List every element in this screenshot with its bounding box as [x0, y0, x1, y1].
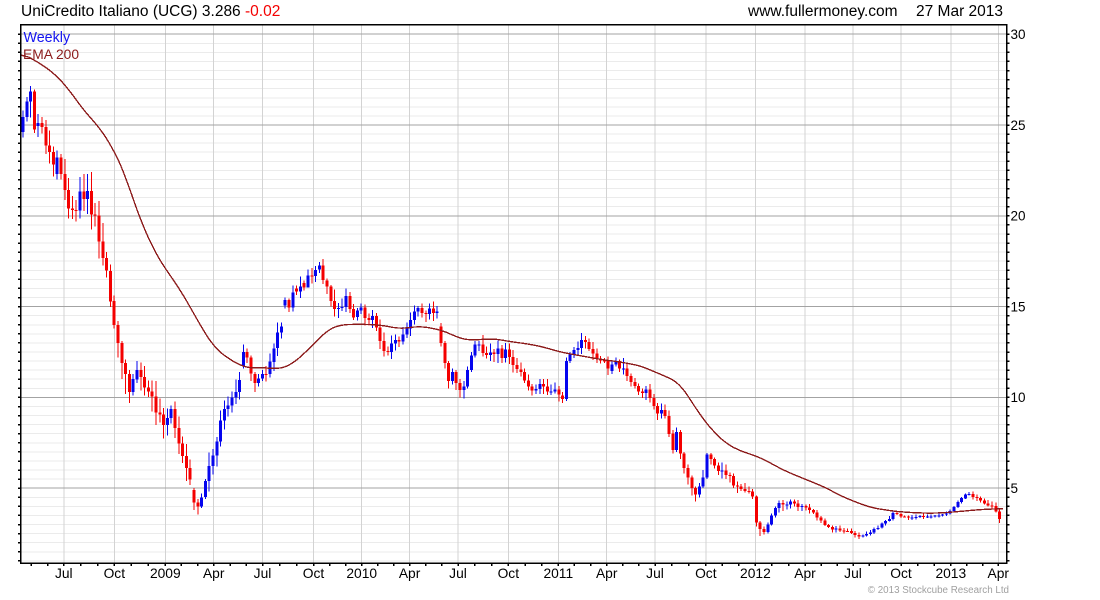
svg-text:5: 5 — [1011, 481, 1019, 496]
svg-text:2011: 2011 — [543, 566, 573, 581]
svg-text:2013: 2013 — [935, 566, 966, 581]
svg-text:20: 20 — [1011, 209, 1026, 224]
svg-text:2012: 2012 — [740, 566, 771, 581]
svg-text:Apr: Apr — [203, 566, 225, 581]
svg-text:www.fullermoney.com: www.fullermoney.com — [747, 3, 898, 20]
svg-text:Oct: Oct — [303, 566, 325, 581]
svg-text:Jul: Jul — [55, 566, 73, 581]
svg-text:Apr: Apr — [596, 566, 618, 581]
svg-text:Apr: Apr — [399, 566, 421, 581]
svg-text:UniCredito Italiano (UCG) 3.28: UniCredito Italiano (UCG) 3.286 -0.02 — [21, 3, 280, 20]
svg-text:© 2013 Stockcube Research Ltd: © 2013 Stockcube Research Ltd — [868, 585, 1009, 596]
svg-text:Apr: Apr — [794, 566, 816, 581]
svg-text:30: 30 — [1011, 27, 1026, 42]
svg-text:Jul: Jul — [254, 566, 272, 581]
svg-text:Jul: Jul — [449, 566, 467, 581]
svg-text:27 Mar 2013: 27 Mar 2013 — [916, 3, 1003, 20]
svg-text:Jul: Jul — [844, 566, 862, 581]
svg-text:2009: 2009 — [150, 566, 181, 581]
svg-text:25: 25 — [1011, 118, 1026, 133]
svg-text:Oct: Oct — [104, 566, 126, 581]
svg-text:Weekly: Weekly — [24, 30, 71, 46]
svg-text:Apr: Apr — [988, 566, 1010, 581]
svg-text:EMA 200: EMA 200 — [23, 47, 79, 62]
svg-text:Oct: Oct — [695, 566, 717, 581]
svg-text:Oct: Oct — [890, 566, 912, 581]
svg-text:Oct: Oct — [498, 566, 520, 581]
svg-text:2010: 2010 — [346, 566, 377, 581]
svg-text:Jul: Jul — [646, 566, 664, 581]
svg-text:15: 15 — [1011, 299, 1026, 314]
svg-text:10: 10 — [1011, 390, 1026, 405]
